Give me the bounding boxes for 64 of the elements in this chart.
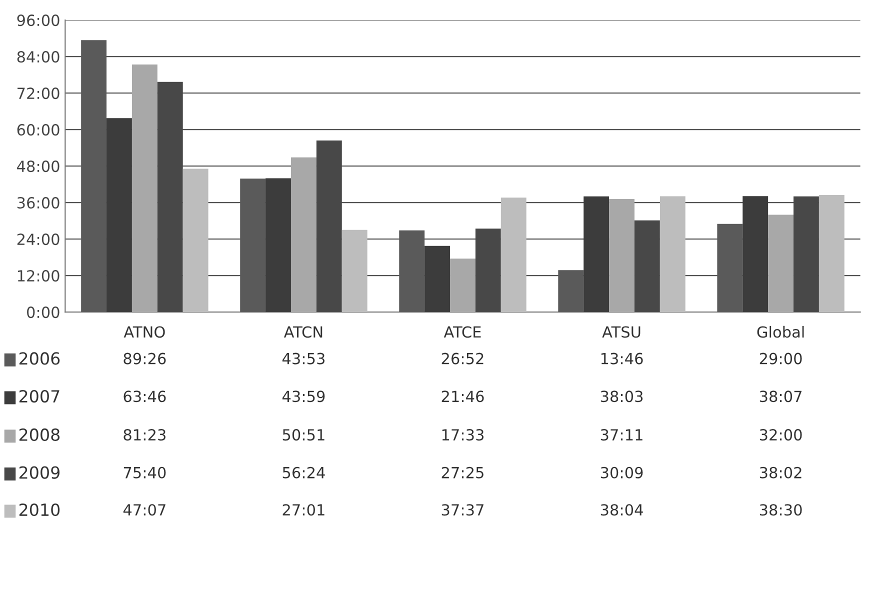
data-label: 26:52: [442, 352, 484, 364]
bar: [634, 220, 660, 312]
x-tick-label: ATCN: [284, 326, 322, 338]
data-label: 27:01: [282, 504, 324, 516]
bar: [768, 214, 794, 312]
y-tick-label: 24:00: [17, 234, 60, 246]
x-tick-label: ATNO: [124, 326, 165, 338]
data-label: 38:30: [760, 504, 802, 516]
bar: [475, 228, 501, 312]
bar: [342, 230, 368, 312]
bar: [794, 196, 819, 312]
bar: [132, 64, 158, 312]
bar: [500, 198, 526, 312]
data-label: 38:02: [760, 466, 802, 478]
data-label: 75:40: [124, 466, 166, 478]
data-label: 29:00: [760, 352, 802, 364]
data-label: 43:53: [282, 352, 325, 364]
y-tick-label: 48:00: [17, 160, 60, 172]
data-label: 38:03: [600, 390, 643, 402]
data-label: 32:00: [760, 429, 802, 441]
data-label: 27:25: [442, 466, 484, 478]
bar: [266, 178, 291, 312]
data-label: 38:07: [760, 390, 802, 402]
bar: [450, 258, 476, 312]
bar: [584, 196, 610, 312]
y-tick-label: 0:00: [27, 306, 60, 318]
legend-label: 2007: [19, 390, 60, 403]
y-tick-label: 12:00: [18, 270, 60, 282]
bar: [157, 82, 183, 312]
data-label: 63:46: [124, 390, 166, 402]
data-label: 50:51: [282, 429, 324, 441]
data-label: 17:33: [442, 429, 484, 441]
bar: [660, 196, 686, 312]
bar: [290, 157, 316, 312]
x-tick-label: ATSU: [602, 326, 640, 338]
data-label: 30:09: [600, 466, 643, 478]
legend-label: 2008: [19, 428, 60, 441]
bar: [818, 194, 844, 312]
data-label: 37:37: [442, 504, 484, 516]
bar: [182, 168, 208, 312]
data-label: 56:24: [282, 466, 325, 478]
data-label: 21:46: [442, 390, 484, 402]
data-label: 43:59: [282, 390, 325, 402]
data-label: 81:23: [124, 429, 166, 441]
y-tick-label: 96:00: [17, 14, 60, 26]
legend-label: 2006: [19, 352, 60, 365]
bar: [742, 196, 768, 312]
x-tick-label: Global: [757, 326, 804, 338]
y-tick-label: 84:00: [17, 51, 60, 63]
bar: [424, 246, 450, 312]
data-label: 37:11: [600, 429, 642, 441]
data-label: 89:26: [124, 352, 166, 364]
y-tick-label: 60:00: [17, 124, 60, 136]
y-tick-label: 72:00: [18, 88, 60, 100]
data-label: 13:46: [601, 352, 643, 364]
data-label: 38:04: [600, 504, 643, 516]
legend-label: 2009: [19, 466, 60, 479]
x-tick-label: ATCE: [444, 326, 481, 338]
bar: [106, 118, 132, 312]
y-tick-label: 36:00: [17, 197, 60, 209]
bar: [316, 140, 342, 312]
legend-label: 2010: [19, 503, 60, 516]
bar: [609, 198, 634, 312]
data-label: 47:07: [123, 504, 166, 516]
